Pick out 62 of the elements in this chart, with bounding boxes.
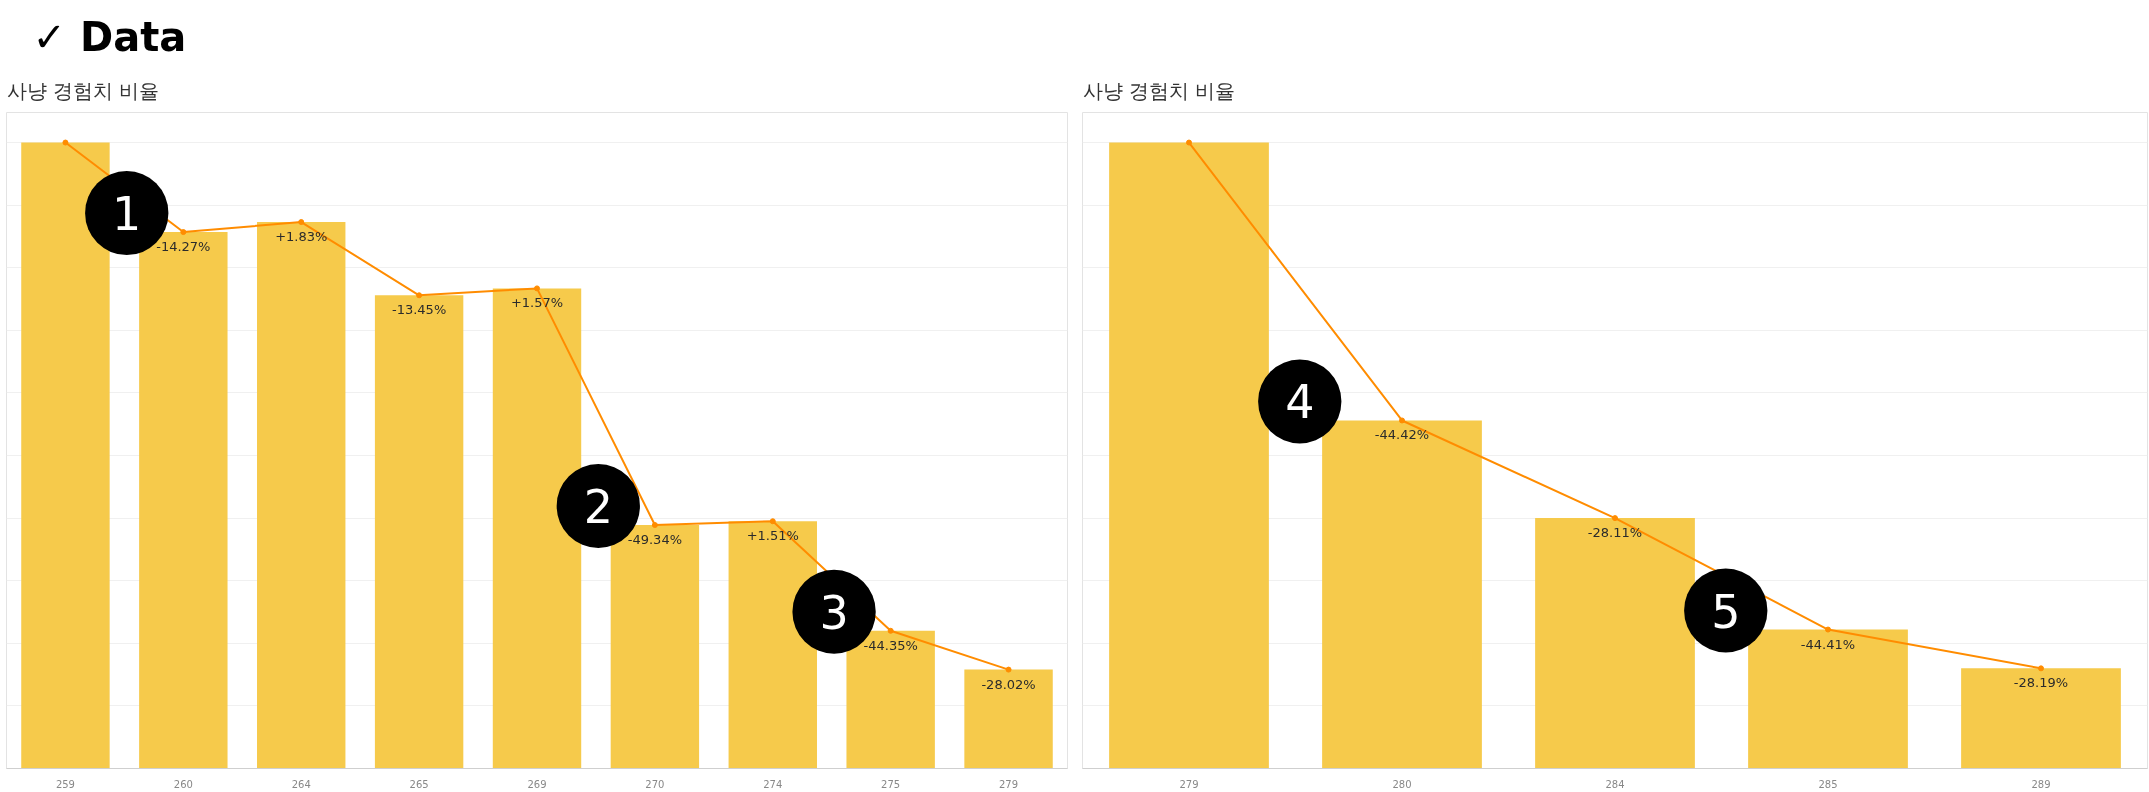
x-tick-label: 264 [291, 778, 311, 790]
point [1825, 626, 1831, 633]
point [298, 219, 305, 226]
bar [492, 288, 582, 769]
annotation: +1.57% [510, 295, 564, 311]
annotation: -28.11% [1587, 525, 1643, 541]
chart-title: ✓ Data [32, 13, 187, 60]
point [1399, 417, 1405, 424]
bar [374, 295, 464, 769]
bar [1748, 629, 1908, 769]
point [887, 627, 894, 634]
annotation: -44.41% [1800, 636, 1856, 652]
point [1005, 666, 1012, 673]
point [416, 292, 423, 299]
point [1612, 515, 1618, 522]
annotation: -14.27% [156, 239, 211, 255]
annotation: 1 [112, 187, 142, 242]
annotation: 3 [819, 585, 849, 640]
x-tick-label: 265 [409, 778, 429, 790]
x-tick-label: 279 [999, 778, 1019, 790]
annotation: -49.34% [627, 532, 683, 547]
bar [139, 232, 228, 769]
chart-subtitle: 사냥 경험치 비율 [1082, 78, 1236, 103]
point [2038, 665, 2044, 672]
x-tick-label: 289 [2031, 778, 2051, 790]
bar [1322, 420, 1482, 769]
bar [728, 521, 817, 769]
bar [257, 222, 346, 769]
annotation: 5 [1711, 584, 1741, 639]
annotation: +1.83% [275, 229, 328, 245]
x-tick-label: 260 [173, 778, 193, 790]
bar [21, 142, 110, 769]
x-tick-label: 259 [55, 778, 75, 790]
bar [1961, 668, 2121, 769]
chart-subtitle: 사냥 경험치 비율 [6, 78, 160, 103]
x-tick-label: 285 [1818, 778, 1838, 790]
x-tick-label: 269 [527, 778, 547, 790]
bar [964, 669, 1053, 769]
x-tick-label: 284 [1605, 778, 1625, 790]
x-tick-label: 270 [645, 778, 665, 790]
point [1186, 139, 1192, 146]
annotation: 4 [1285, 375, 1315, 430]
bar [1535, 518, 1695, 769]
annotation: 2 [583, 480, 613, 534]
x-tick-label: 280 [1392, 778, 1412, 790]
annotation: -28.02% [981, 676, 1036, 692]
bar [846, 630, 935, 769]
x-tick-label: 279 [1179, 778, 1199, 790]
x-tick-label: 275 [881, 778, 901, 790]
annotation: +1.51% [746, 528, 799, 544]
annotation: -44.42% [1374, 427, 1430, 443]
point [534, 285, 540, 292]
point [769, 518, 776, 525]
point [180, 229, 187, 236]
bar [610, 525, 700, 769]
x-tick-label: 274 [763, 778, 783, 790]
annotation: -44.35% [863, 637, 918, 653]
point [651, 522, 658, 528]
point [62, 139, 69, 146]
bar [1109, 142, 1269, 769]
annotation: -28.19% [2013, 675, 2069, 691]
annotation: -13.45% [391, 302, 447, 318]
